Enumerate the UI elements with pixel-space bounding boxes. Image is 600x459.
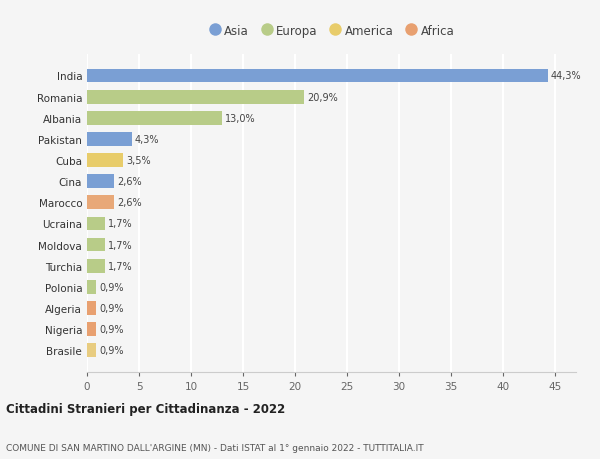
Legend: Asia, Europa, America, Africa: Asia, Europa, America, Africa [204, 20, 459, 42]
Bar [87, 154, 124, 168]
Text: 0,9%: 0,9% [100, 303, 124, 313]
Text: 1,7%: 1,7% [108, 219, 133, 229]
Bar [87, 323, 97, 336]
Text: 0,9%: 0,9% [100, 282, 124, 292]
Bar [87, 280, 97, 294]
Text: Cittadini Stranieri per Cittadinanza - 2022: Cittadini Stranieri per Cittadinanza - 2… [6, 403, 285, 415]
Text: 3,5%: 3,5% [127, 156, 151, 166]
Bar [87, 69, 548, 83]
Bar [87, 196, 114, 210]
Text: 0,9%: 0,9% [100, 325, 124, 335]
Bar [87, 112, 222, 125]
Text: 4,3%: 4,3% [135, 134, 160, 145]
Bar [87, 90, 304, 104]
Text: 2,6%: 2,6% [117, 177, 142, 187]
Text: 13,0%: 13,0% [226, 113, 256, 123]
Text: COMUNE DI SAN MARTINO DALL'ARGINE (MN) - Dati ISTAT al 1° gennaio 2022 - TUTTITA: COMUNE DI SAN MARTINO DALL'ARGINE (MN) -… [6, 443, 424, 452]
Bar [87, 175, 114, 189]
Bar [87, 344, 97, 358]
Text: 1,7%: 1,7% [108, 240, 133, 250]
Bar [87, 133, 132, 146]
Bar [87, 217, 104, 231]
Bar [87, 259, 104, 273]
Text: 20,9%: 20,9% [308, 92, 338, 102]
Text: 2,6%: 2,6% [117, 198, 142, 208]
Text: 44,3%: 44,3% [551, 71, 581, 81]
Bar [87, 302, 97, 315]
Text: 0,9%: 0,9% [100, 346, 124, 356]
Bar [87, 238, 104, 252]
Text: 1,7%: 1,7% [108, 261, 133, 271]
